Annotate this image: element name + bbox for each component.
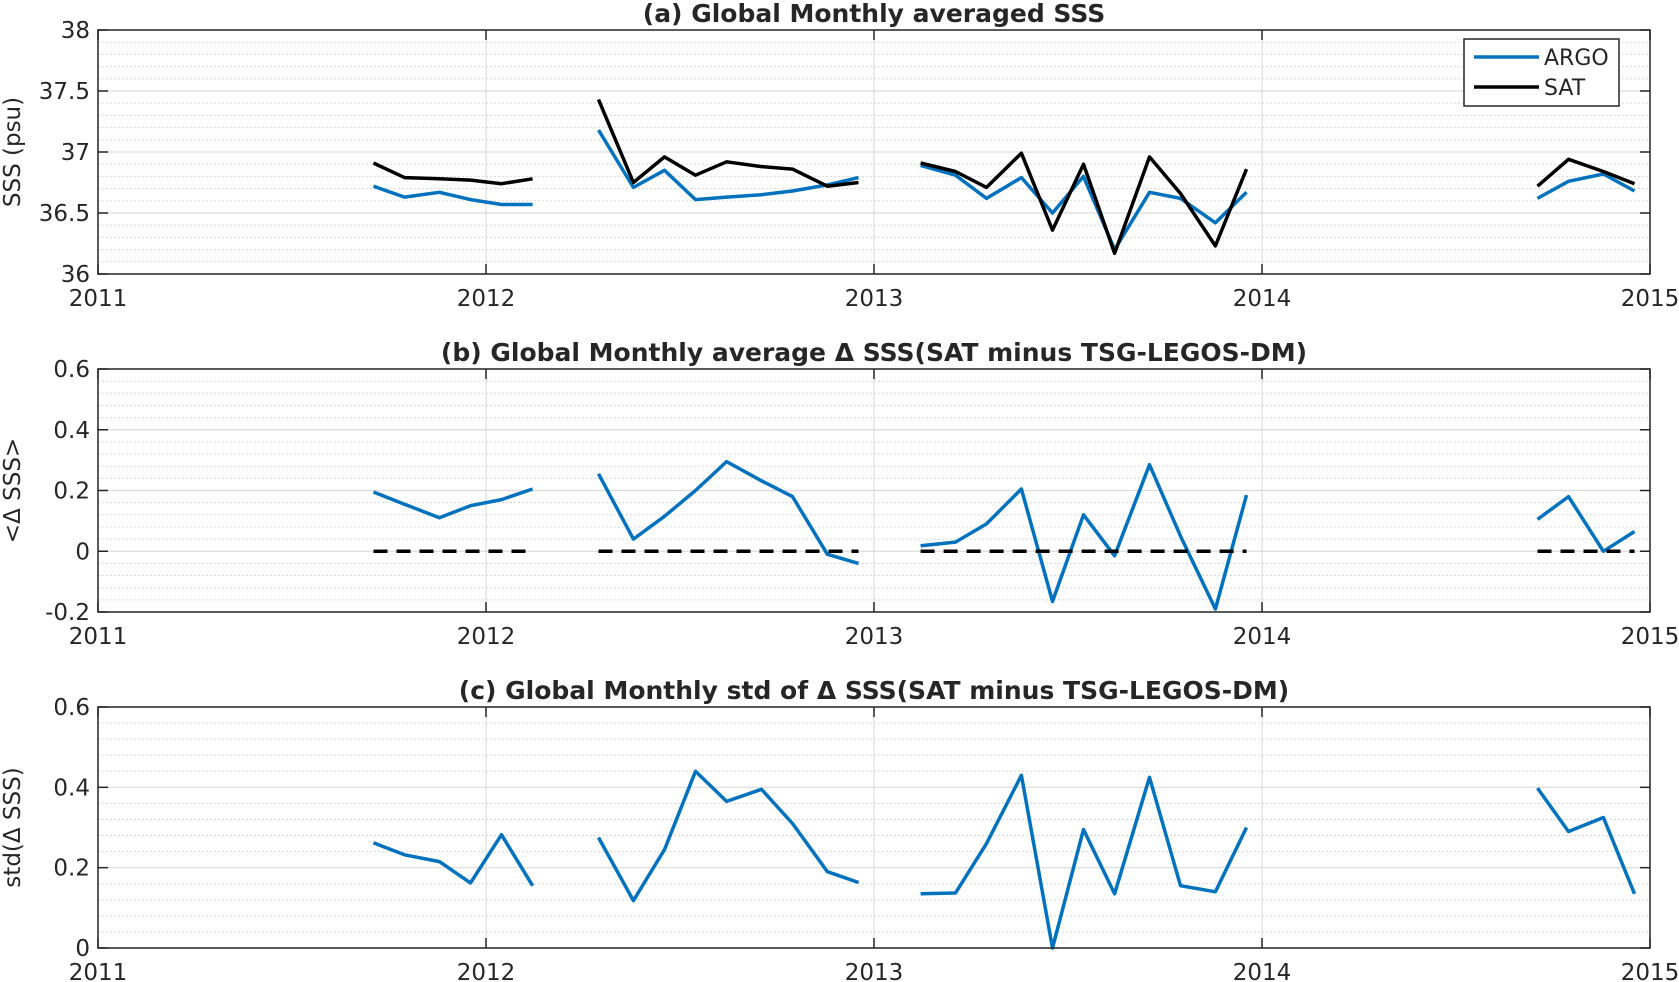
- y-tick-label: 0.2: [53, 856, 90, 882]
- delta-sss-line-segment: [1536, 787, 1637, 895]
- x-tick-label: 2011: [69, 624, 128, 650]
- x-tick-label: 2011: [69, 960, 128, 982]
- y-tick-label: 0.6: [53, 695, 90, 721]
- y-tick-label: 38: [61, 18, 90, 44]
- y-tick-label: 36: [61, 262, 90, 288]
- sat-line-segment: [596, 98, 859, 188]
- delta-sss-line-segment: [596, 769, 860, 903]
- panel-2: 2011 2012 2013 2014 2015 0 0.2 0.4 0.6 (c) Global…: [0, 676, 1679, 982]
- legend-box: [1463, 38, 1620, 107]
- argo-line-segment: [1536, 172, 1636, 200]
- y-tick-label: 0.6: [53, 357, 90, 383]
- panel-0: 2011 2012 2013 2014 2015 36 36.5 37 37.5 38 (a) Gl…: [0, 0, 1679, 312]
- y-axis-label: SSS (psu): [0, 97, 26, 207]
- argo-line-segment: [597, 129, 859, 202]
- x-tick-label: 2012: [457, 286, 516, 312]
- legend: ARGO SAT: [1463, 38, 1620, 107]
- x-tick-label: 2011: [69, 286, 128, 312]
- delta-sss-line-segment: [372, 832, 535, 887]
- x-tick-label: 2014: [1233, 624, 1292, 650]
- x-tick-label: 2014: [1233, 286, 1292, 312]
- legend-label-argo: ARGO: [1544, 46, 1609, 71]
- sat-line-segment: [920, 151, 1249, 256]
- argo-line-segment: [372, 184, 533, 207]
- delta-sss-line-segment: [372, 487, 534, 520]
- delta-sss-line-segment: [920, 462, 1249, 611]
- x-tick-label: 2013: [845, 624, 904, 650]
- argo-line-segment: [920, 163, 1248, 252]
- y-axis-label: <Δ SSS>: [0, 438, 26, 543]
- x-tick-label: 2014: [1233, 960, 1292, 982]
- y-tick-label: 37.5: [39, 79, 90, 105]
- x-tick-label: 2013: [845, 286, 904, 312]
- y-tick-label: -0.2: [45, 600, 90, 626]
- delta-sss-line-segment: [920, 773, 1249, 950]
- y-tick-label: 37: [61, 140, 90, 166]
- x-tick-label: 2012: [457, 960, 516, 982]
- y-tick-label: 36.5: [39, 201, 90, 227]
- x-tick-label: 2012: [457, 624, 516, 650]
- y-tick-label: 0: [75, 936, 90, 962]
- y-axis-label: std(Δ SSS): [0, 767, 26, 887]
- delta-sss-line-segment: [1536, 494, 1636, 554]
- x-tick-label: 2015: [1621, 624, 1679, 650]
- y-tick-label: 0.2: [53, 479, 90, 505]
- chart-title: (b) Global Monthly average Δ SSS(SAT min…: [441, 338, 1307, 367]
- legend-label-sat: SAT: [1544, 76, 1586, 101]
- chart-title: (a) Global Monthly averaged SSS: [643, 0, 1105, 28]
- sat-line-segment: [372, 161, 533, 186]
- y-tick-label: 0.4: [53, 418, 90, 444]
- x-tick-label: 2015: [1621, 286, 1679, 312]
- y-tick-label: 0.4: [53, 775, 90, 801]
- chart-title: (c) Global Monthly std of Δ SSS(SAT minu…: [459, 676, 1289, 705]
- delta-sss-line-segment: [596, 459, 859, 566]
- sat-line-segment: [1536, 157, 1636, 188]
- x-tick-label: 2013: [845, 960, 904, 982]
- panel-1: 2011 2012 2013 2014 2015 -0.2 0 0.2 0.4 0.6 (b) Gl…: [0, 338, 1679, 650]
- x-tick-label: 2015: [1621, 960, 1679, 982]
- y-tick-label: 0: [75, 539, 90, 565]
